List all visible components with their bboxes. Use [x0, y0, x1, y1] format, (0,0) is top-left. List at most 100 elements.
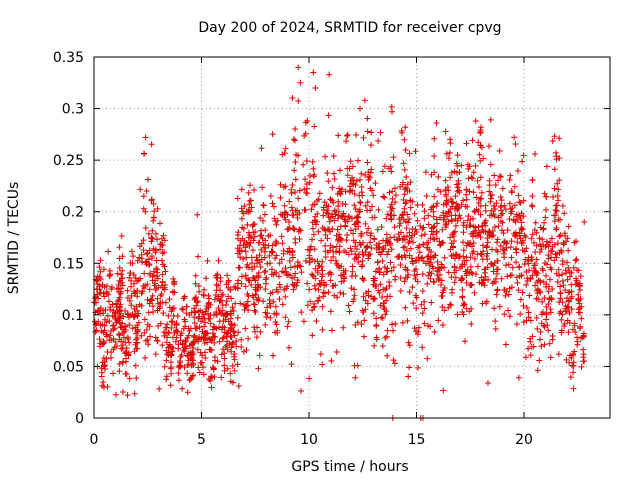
data-point	[199, 328, 206, 335]
data-point	[239, 224, 246, 231]
data-point	[398, 229, 405, 236]
data-point	[454, 184, 461, 191]
data-point	[362, 220, 369, 227]
data-point	[219, 335, 226, 342]
data-point	[175, 345, 182, 352]
data-point	[251, 328, 258, 335]
data-point	[291, 167, 298, 174]
data-point	[517, 296, 524, 303]
data-point	[204, 310, 211, 317]
data-point	[561, 320, 568, 327]
data-point	[107, 354, 114, 361]
data-point	[323, 281, 330, 288]
data-point	[311, 201, 318, 208]
data-point	[151, 282, 158, 289]
data-point	[442, 128, 449, 135]
data-point	[228, 321, 235, 328]
data-point	[203, 275, 210, 282]
data-point	[243, 347, 250, 354]
data-point	[243, 208, 250, 215]
data-point	[496, 303, 503, 310]
data-point	[234, 285, 241, 292]
data-point	[421, 215, 428, 222]
data-point	[545, 300, 552, 307]
data-point	[450, 251, 457, 258]
data-point	[365, 176, 372, 183]
data-point	[526, 292, 533, 299]
data-point	[292, 270, 299, 277]
data-point	[518, 226, 525, 233]
data-point	[257, 328, 264, 335]
data-point	[248, 281, 255, 288]
data-point	[551, 185, 558, 192]
data-point	[475, 183, 482, 190]
data-point	[402, 264, 409, 271]
data-point	[116, 244, 123, 251]
data-point	[181, 364, 188, 371]
data-point	[160, 261, 167, 268]
data-point	[345, 251, 352, 258]
data-point	[537, 224, 544, 231]
data-point	[551, 218, 558, 225]
data-point	[569, 362, 576, 369]
data-point	[259, 184, 266, 191]
data-point	[580, 354, 587, 361]
data-point	[407, 204, 414, 211]
data-point	[118, 345, 125, 352]
data-point	[390, 154, 397, 161]
data-point	[152, 287, 159, 294]
data-point	[161, 249, 168, 256]
data-point	[402, 124, 409, 131]
data-point	[135, 310, 142, 317]
data-point	[296, 210, 303, 217]
data-point	[453, 169, 460, 176]
data-point	[425, 253, 432, 260]
data-point	[166, 296, 173, 303]
data-point	[177, 353, 184, 360]
data-point	[491, 172, 498, 179]
data-point	[538, 343, 545, 350]
data-point	[107, 327, 114, 334]
data-point	[384, 251, 391, 258]
data-point	[486, 143, 493, 150]
data-point	[310, 231, 317, 238]
data-point	[122, 307, 129, 314]
data-point	[378, 224, 385, 231]
data-point	[281, 214, 288, 221]
data-point	[154, 205, 161, 212]
data-point	[196, 324, 203, 331]
data-point	[258, 232, 265, 239]
data-point	[118, 271, 125, 278]
data-point	[335, 215, 342, 222]
data-point	[331, 292, 338, 299]
data-point	[564, 235, 571, 242]
data-point	[341, 247, 348, 254]
data-point	[191, 314, 198, 321]
data-point	[219, 307, 226, 314]
data-point	[506, 216, 513, 223]
data-point	[307, 246, 314, 253]
data-point	[556, 135, 563, 142]
data-point	[520, 302, 527, 309]
data-point	[387, 211, 394, 218]
data-point	[406, 150, 413, 157]
data-point	[332, 248, 339, 255]
data-point	[134, 293, 141, 300]
data-point	[446, 149, 453, 156]
data-point	[406, 216, 413, 223]
data-point	[170, 312, 177, 319]
data-point	[133, 330, 140, 337]
data-point	[577, 273, 584, 280]
data-point	[487, 161, 494, 168]
data-point	[477, 142, 484, 149]
data-point	[216, 309, 223, 316]
data-point	[138, 290, 145, 297]
data-point	[154, 295, 161, 302]
data-point	[448, 169, 455, 176]
data-point	[398, 127, 405, 134]
data-point	[202, 349, 209, 356]
data-point	[384, 327, 391, 334]
data-point	[483, 244, 490, 251]
data-point	[376, 290, 383, 297]
data-point	[319, 303, 326, 310]
